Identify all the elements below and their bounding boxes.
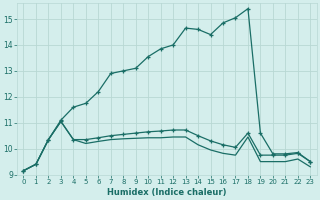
X-axis label: Humidex (Indice chaleur): Humidex (Indice chaleur)	[107, 188, 227, 197]
